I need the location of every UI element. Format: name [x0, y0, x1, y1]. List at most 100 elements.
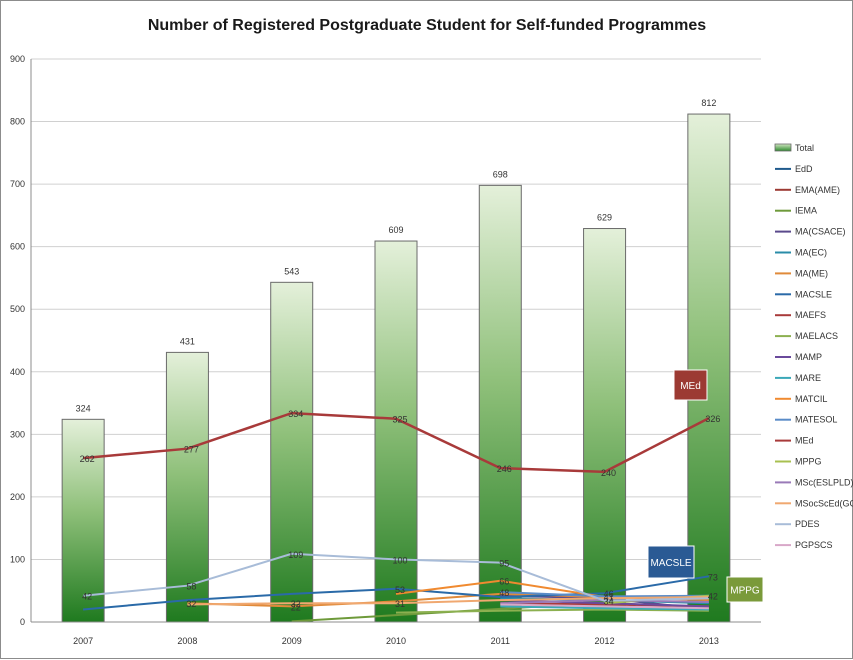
legend-item-maelacs: MAELACS	[775, 331, 838, 341]
bar-value-label: 324	[76, 403, 91, 413]
legend-label: MATESOL	[795, 415, 837, 425]
legend-item-matcil: MATCIL	[775, 394, 827, 404]
line-value-label: 34	[604, 597, 614, 607]
line-value-label: 95	[499, 559, 509, 569]
axes	[30, 59, 761, 623]
legend-item-iema: IEMA	[775, 206, 817, 216]
line-value-label: 262	[80, 454, 95, 464]
y-tick-label: 300	[10, 429, 25, 439]
line-value-label: 48	[499, 588, 509, 598]
y-tick-label: 500	[10, 304, 25, 314]
legend-label: MPPG	[795, 457, 822, 467]
legend-label: MAEFS	[795, 310, 826, 320]
legend-item-mare: MARE	[775, 373, 821, 383]
legend-item-ema-ame: EMA(AME)	[775, 185, 840, 195]
series-med	[82, 411, 710, 474]
bar-value-label: 812	[701, 98, 716, 108]
y-tick-label: 0	[20, 617, 25, 627]
callout-label: MEd	[680, 381, 701, 392]
legend-label: MAELACS	[795, 331, 838, 341]
line-value-label: 334	[288, 409, 303, 419]
series-line-matesol	[500, 591, 709, 598]
y-tick-label: 900	[10, 54, 25, 64]
line-value-label: 109	[288, 550, 303, 560]
series-line-pgpscs	[500, 603, 709, 610]
series-mare	[500, 605, 709, 611]
legend-label: Total	[795, 143, 814, 153]
legend-label: MEd	[795, 436, 814, 446]
legend-item-msc-eslpld: MSc(ESLPLD)	[775, 477, 853, 487]
line-value-label: 325	[392, 415, 407, 425]
line-value-label: 32	[291, 599, 301, 609]
bar-value-label: 431	[180, 336, 195, 346]
legend-label: MA(EC)	[795, 248, 827, 258]
legend-label: MSc(ESLPLD)	[795, 477, 853, 487]
y-axis-ticks: 0 100 200 300 400 500 600 700 800 900	[10, 54, 25, 627]
y-tick-label: 600	[10, 242, 25, 252]
series-line-msocsced-gcs	[187, 596, 709, 606]
legend-item-matesol: MATESOL	[775, 415, 837, 425]
bar-value-label: 543	[284, 266, 299, 276]
line-value-label: 66	[499, 577, 509, 587]
line-value-label: 53	[395, 585, 405, 595]
x-tick-label: 2007	[73, 636, 93, 646]
line-value-label: 277	[184, 445, 199, 455]
bar-2009	[270, 281, 314, 623]
legend-item-med: MEd	[775, 436, 814, 446]
legend-item-macsle: MACSLE	[775, 289, 832, 299]
legend-label: MARE	[795, 373, 821, 383]
line-value-label: 73	[708, 572, 718, 582]
line-value-label: 41	[604, 592, 614, 602]
legend-label: MSocScEd(GCS)	[795, 498, 853, 508]
legend-item-pdes: PDES	[775, 519, 820, 529]
y-tick-label: 800	[10, 117, 25, 127]
y-tick-label: 400	[10, 367, 25, 377]
series-line-pdes	[83, 552, 709, 602]
line-value-label: 22	[291, 602, 301, 612]
callout-box	[726, 576, 764, 603]
legend-label: MA(ME)	[795, 268, 828, 278]
series-lines	[82, 411, 710, 623]
callout-box	[647, 545, 695, 579]
callout-box	[673, 369, 708, 401]
legend-item-edd: EdD	[775, 164, 813, 174]
bar-2007	[61, 418, 105, 623]
x-tick-label: 2013	[699, 636, 719, 646]
legend-swatch	[774, 143, 792, 152]
line-value-label: 326	[705, 414, 720, 424]
legend-label: MACSLE	[795, 289, 832, 299]
series-msocsced-gcs	[187, 596, 709, 606]
line-value-label: 246	[497, 464, 512, 474]
series-line-mare	[500, 605, 709, 611]
legend-label: MAMP	[795, 352, 822, 362]
bars	[61, 113, 731, 623]
legend-label: MA(CSACE)	[795, 227, 846, 237]
legend-item-maefs: MAEFS	[775, 310, 826, 320]
legend-label: IEMA	[795, 206, 817, 216]
legend-item-ma-ec: MA(EC)	[775, 248, 827, 258]
line-value-label: 32	[186, 599, 196, 609]
callout-mppg: MPPG	[726, 576, 764, 603]
legend-label: PDES	[795, 519, 820, 529]
legend-item-msocsced-gcs: MSocScEd(GCS)	[775, 498, 853, 508]
bar-value-label: 698	[493, 169, 508, 179]
chart-title: Number of Registered Postgraduate Studen…	[148, 17, 706, 34]
legend-item-ma-csace: MA(CSACE)	[775, 227, 846, 237]
bar-value-label: 629	[597, 213, 612, 223]
series-maelacs	[395, 608, 709, 614]
series-pgpscs	[500, 603, 709, 610]
legend-label: EMA(AME)	[795, 185, 840, 195]
x-tick-label: 2012	[595, 636, 615, 646]
line-value-label: 240	[601, 468, 616, 478]
bar-2011	[478, 184, 522, 623]
line-value-label: 31	[395, 599, 405, 609]
legend-item-mppg: MPPG	[775, 457, 822, 467]
series-line-macsle	[83, 575, 710, 611]
line-value-label: 42	[82, 592, 92, 602]
bar-2012	[583, 228, 627, 623]
y-tick-label: 700	[10, 179, 25, 189]
legend-item-pgpscs: PGPSCS	[775, 540, 833, 550]
y-tick-label: 200	[10, 492, 25, 502]
